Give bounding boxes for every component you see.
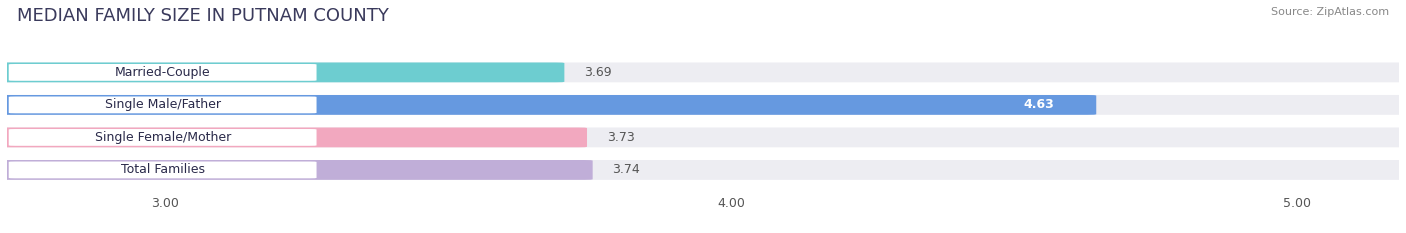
FancyBboxPatch shape — [8, 161, 316, 178]
Text: Source: ZipAtlas.com: Source: ZipAtlas.com — [1271, 7, 1389, 17]
FancyBboxPatch shape — [0, 127, 588, 147]
FancyBboxPatch shape — [0, 62, 564, 82]
FancyBboxPatch shape — [0, 160, 1406, 180]
FancyBboxPatch shape — [0, 95, 1406, 115]
Text: 4.63: 4.63 — [1024, 98, 1054, 111]
Text: 3.73: 3.73 — [607, 131, 634, 144]
Text: 3.74: 3.74 — [613, 163, 640, 176]
FancyBboxPatch shape — [0, 62, 1406, 82]
Text: Total Families: Total Families — [121, 163, 205, 176]
Text: Single Male/Father: Single Male/Father — [104, 98, 221, 111]
FancyBboxPatch shape — [8, 129, 316, 146]
FancyBboxPatch shape — [8, 64, 316, 81]
FancyBboxPatch shape — [8, 96, 316, 113]
Text: Married-Couple: Married-Couple — [115, 66, 211, 79]
Text: MEDIAN FAMILY SIZE IN PUTNAM COUNTY: MEDIAN FAMILY SIZE IN PUTNAM COUNTY — [17, 7, 388, 25]
FancyBboxPatch shape — [0, 160, 593, 180]
Text: Single Female/Mother: Single Female/Mother — [94, 131, 231, 144]
Text: 3.69: 3.69 — [583, 66, 612, 79]
FancyBboxPatch shape — [0, 95, 1097, 115]
FancyBboxPatch shape — [0, 127, 1406, 147]
